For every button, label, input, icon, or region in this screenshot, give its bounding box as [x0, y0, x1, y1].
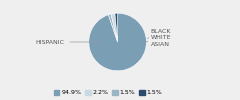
Text: ASIAN: ASIAN: [145, 42, 170, 47]
Wedge shape: [111, 13, 118, 42]
Wedge shape: [108, 14, 118, 42]
Wedge shape: [89, 13, 146, 71]
Text: BLACK: BLACK: [147, 29, 171, 38]
Wedge shape: [115, 13, 118, 42]
Legend: 94.9%, 2.2%, 1.5%, 1.5%: 94.9%, 2.2%, 1.5%, 1.5%: [53, 89, 163, 96]
Text: HISPANIC: HISPANIC: [35, 40, 100, 44]
Text: WHITE: WHITE: [146, 35, 171, 42]
